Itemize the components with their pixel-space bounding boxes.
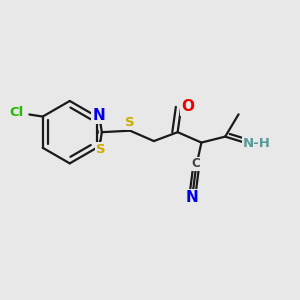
Text: N: N xyxy=(93,108,105,123)
Text: N: N xyxy=(185,190,198,205)
Text: O: O xyxy=(181,99,194,114)
Text: Cl: Cl xyxy=(10,106,24,119)
Text: C: C xyxy=(192,158,200,170)
Text: N-H: N-H xyxy=(243,137,271,150)
Text: S: S xyxy=(96,143,105,156)
Text: S: S xyxy=(125,116,135,129)
